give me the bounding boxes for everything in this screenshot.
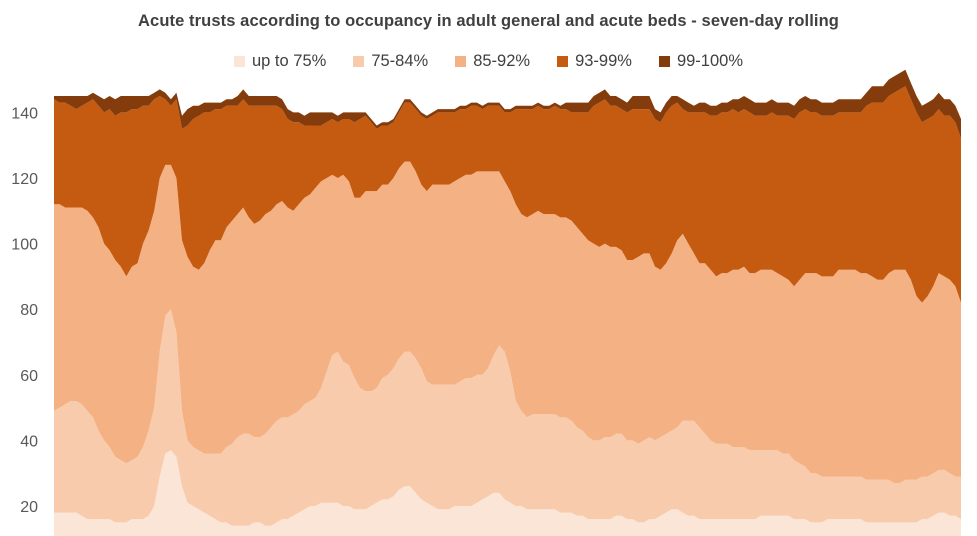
legend-label: 75-84% [371,52,429,70]
legend-swatch [658,56,670,67]
legend-label: up to 75% [252,52,327,70]
y-tick-label: 120 [11,171,38,188]
legend: up to 75% 75-84% 85-92% 93-99% 99-100% [0,52,977,71]
legend-item: 75-84% [353,52,428,71]
legend-swatch [234,56,245,67]
y-tick-label: 60 [20,368,38,385]
legend-label: 93-99% [575,52,632,70]
chart-title: Acute trusts according to occupancy in a… [138,12,839,30]
area-series-5 [54,69,961,139]
area-series-3 [54,161,961,483]
legend-label: 85-92% [473,52,531,70]
legend-item: up to 75% [234,52,326,71]
y-tick-label: 40 [20,433,38,450]
y-tick-label: 100 [11,237,38,254]
y-tick-label: 80 [20,302,38,319]
area-series-2 [54,309,961,526]
y-tick-label: 140 [11,105,38,122]
legend-swatch [353,56,365,67]
legend-swatch [455,56,467,67]
area-series-4 [54,86,961,303]
legend-label: 99-100% [676,52,743,70]
legend-item: 93-99% [557,52,632,71]
y-tick-label: 20 [20,499,38,516]
legend-item: 85-92% [455,52,530,71]
area-series-1 [54,450,961,536]
legend-item: 99-100% [658,52,743,71]
legend-swatch [557,56,569,67]
